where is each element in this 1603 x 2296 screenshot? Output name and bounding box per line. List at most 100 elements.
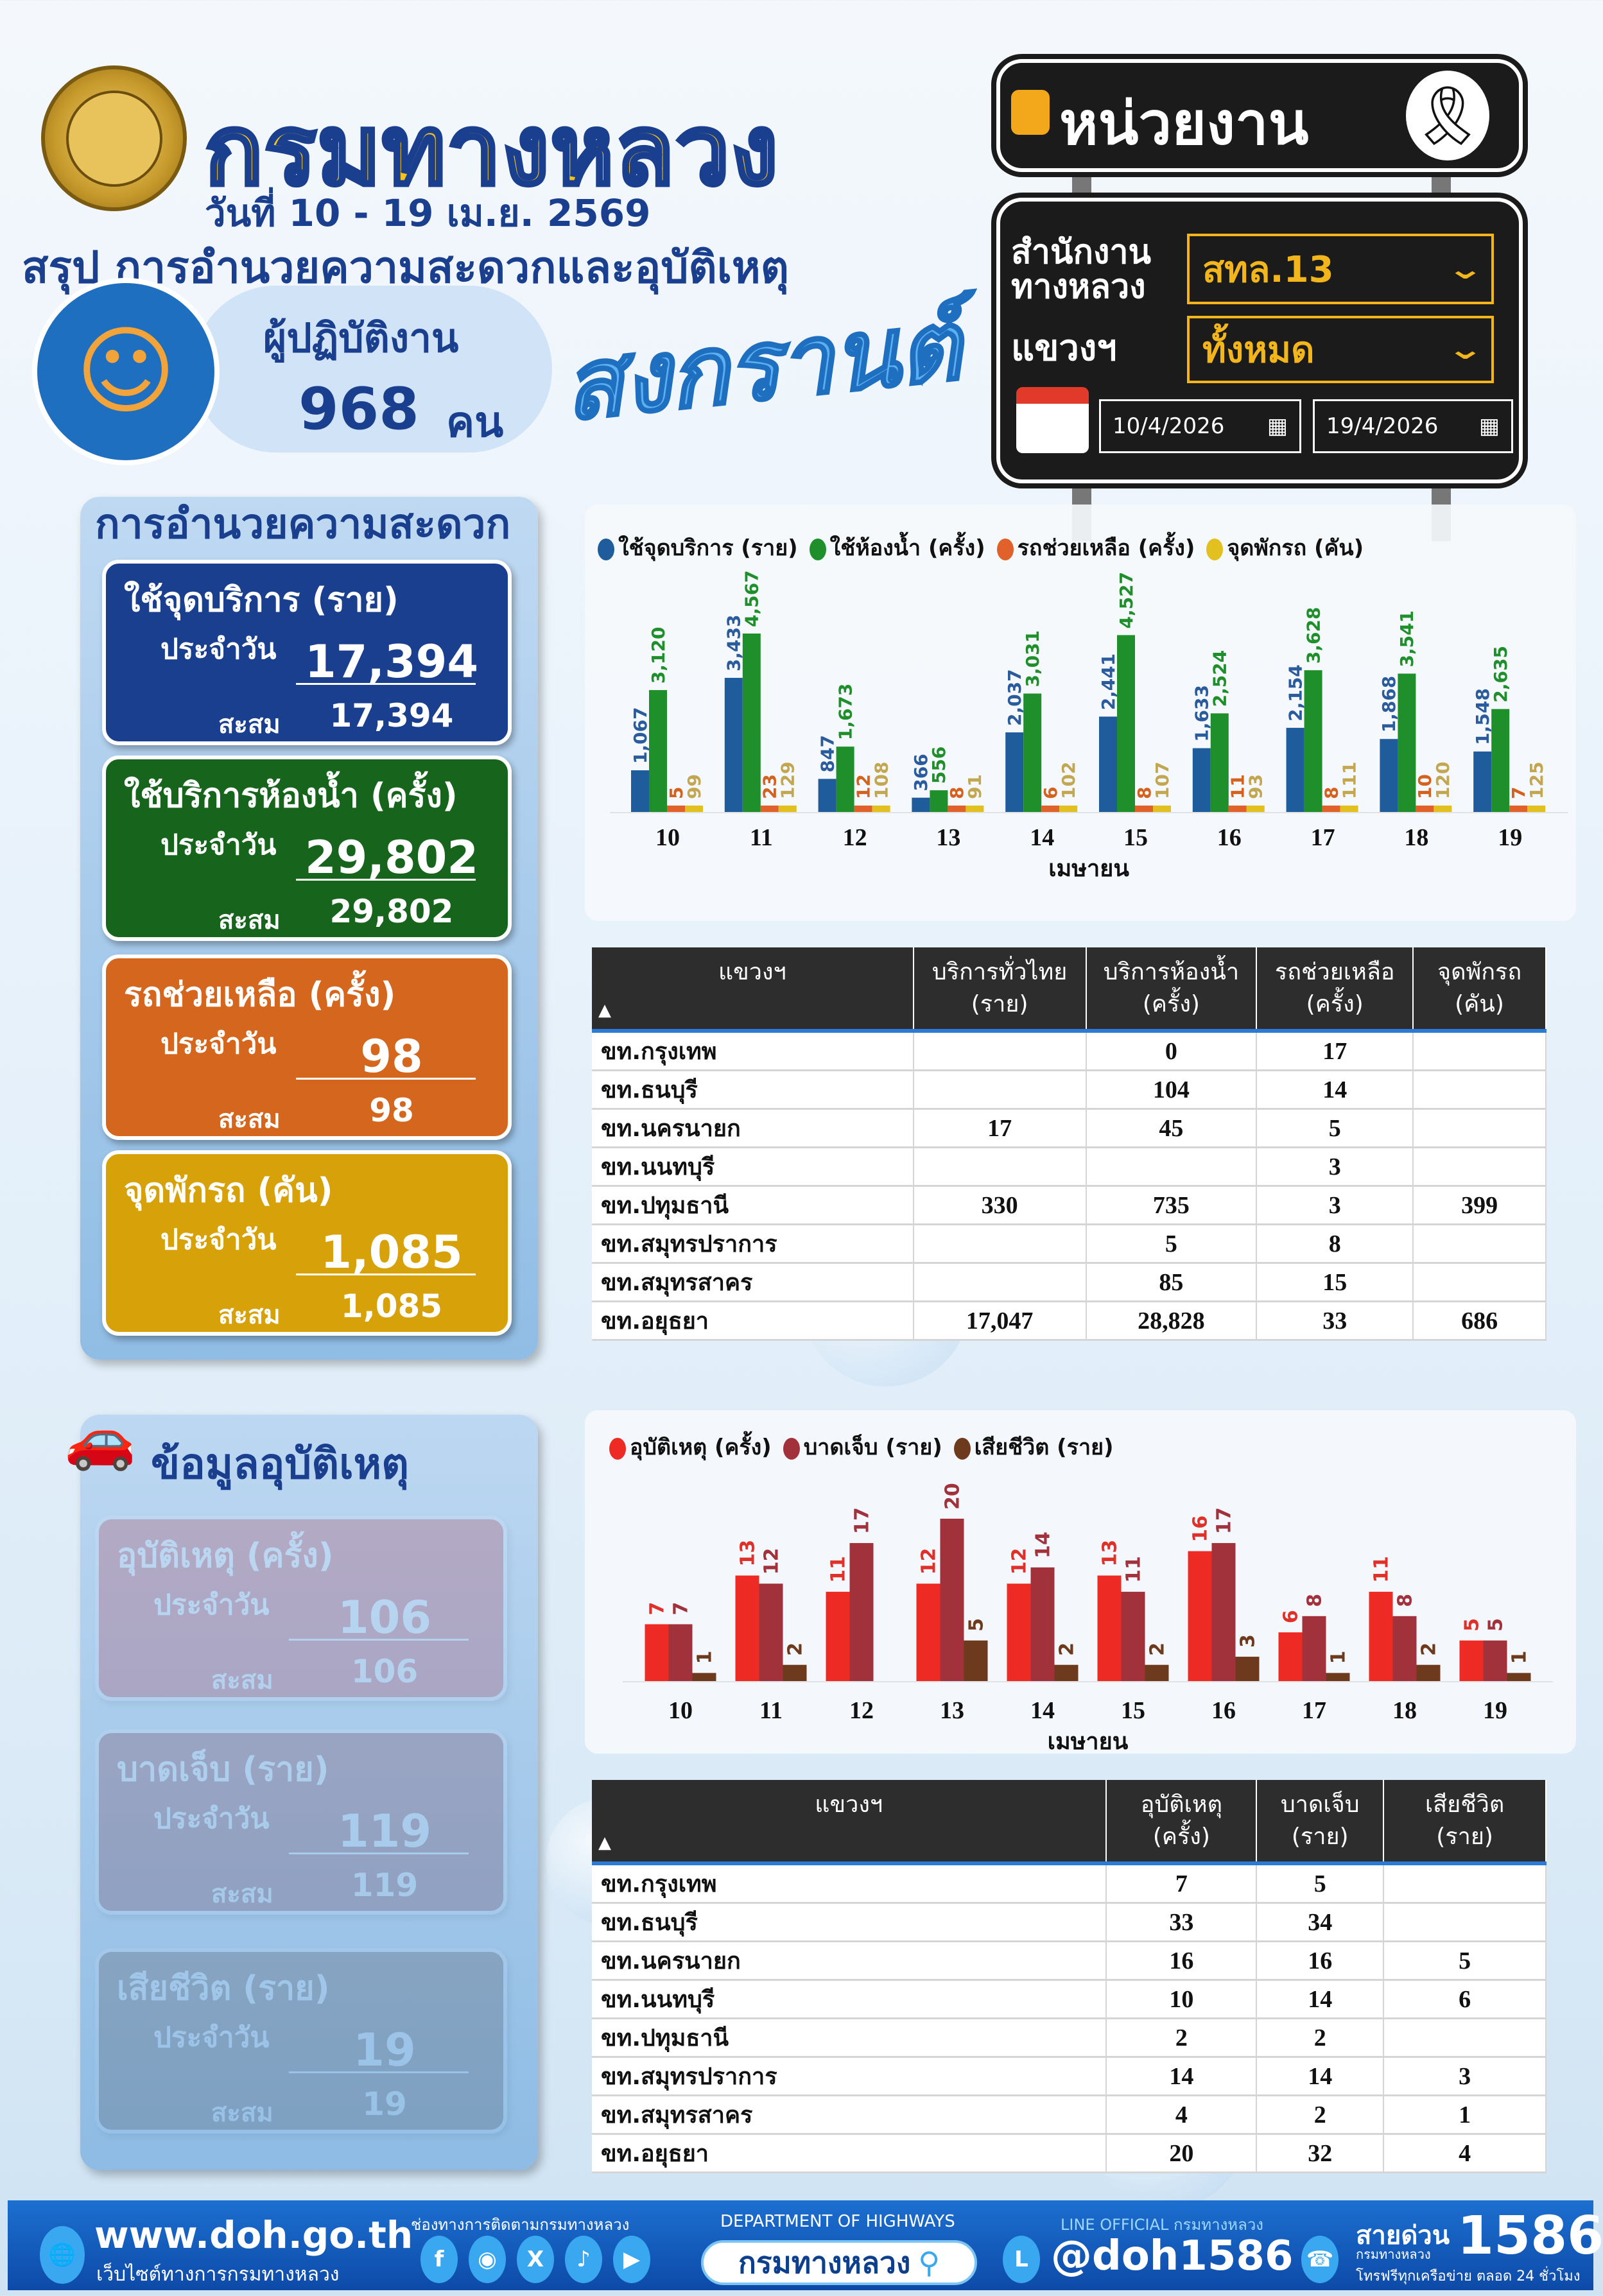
bar [1054,1664,1079,1681]
bar [930,790,948,812]
data-label: 1 [1509,1650,1531,1664]
crash-car-icon: 🚗 [64,1406,137,1473]
bar [1211,1542,1236,1681]
date-from-value: 10/4/2026 [1113,413,1225,439]
line-id[interactable]: @doh1586 [1051,2232,1294,2280]
table-cell: 33 [1256,1301,1414,1341]
office-dropdown-value: สทล.13 [1202,248,1334,291]
bar [1228,806,1247,812]
staff-unit: คน [446,397,504,447]
x-icon[interactable]: X [517,2236,554,2283]
tiktok-icon[interactable]: ♪ [565,2236,602,2283]
bar [948,806,966,812]
data-label: 17 [851,1507,874,1534]
table-cell: 16 [1106,1941,1258,1981]
table-cell [1413,1263,1547,1302]
data-label: 3,628 [1303,607,1324,664]
youtube-icon[interactable]: ▶ [613,2236,650,2283]
bar [966,806,984,812]
legend-item: บาดเจ็บ (ราย) [783,1429,942,1464]
district-dropdown[interactable]: ทั้งหมด ⌄ [1187,316,1494,383]
table-row: ขท.ปทุมธานี 2 2 [592,2018,1547,2058]
data-label: 1,067 [630,707,651,764]
staff-label: ผู้ปฏิบัติงาน [263,315,459,361]
column-header[interactable]: จุดพักรถ (คัน) [1413,947,1547,1033]
instagram-icon[interactable]: ◉ [469,2236,506,2283]
table-cell: 20 [1106,2134,1258,2173]
column-header-unit: (ราย) [1436,1824,1493,1850]
table-cell [1413,1109,1547,1148]
data-label: 23 [759,774,781,799]
bar [742,634,761,812]
column-header[interactable]: บริการทั่วไทย (ราย) [913,947,1087,1033]
daily-value: 29,802 [304,831,479,884]
table-cell [913,1147,1087,1187]
legend-dot-icon [996,538,1014,560]
bar [1434,806,1452,812]
column-header[interactable]: แขวงฯ ▲ [592,947,914,1033]
table-cell: 14 [1256,1980,1385,2019]
column-header-label: จุดพักรถ [1437,959,1522,985]
x-tick-label: 10 [655,824,680,851]
district-name: ขท.นครนายก [592,1109,914,1148]
table-cell [913,1263,1087,1302]
card-title: จุดพักรถ (คัน) [124,1171,333,1210]
column-header[interactable]: บาดเจ็บ (ราย) [1256,1780,1385,1865]
column-header-label: รถช่วยเหลือ [1274,959,1395,985]
service-table: แขวงฯ ▲ บริการทั่วไทย (ราย) บริการห้องน้ำ (คร… [592,947,1547,1341]
column-header-unit: (คัน) [1455,991,1504,1017]
data-label: 2,154 [1285,664,1306,721]
data-label: 12 [1009,1548,1031,1575]
bar [1097,1575,1122,1681]
data-label: 1,673 [835,684,856,741]
data-label: 91 [964,774,985,799]
date-to-input[interactable]: 19/4/2026 ▦ [1313,399,1513,453]
legend-label: ใช้ห้องน้ำ (ครั้ง) [829,535,985,561]
data-label: 107 [1152,762,1173,799]
hotline-number[interactable]: 1586 [1457,2205,1603,2266]
column-header[interactable]: รถช่วยเหลือ (ครั้ง) [1256,947,1414,1033]
district-name: ขท.อยุธยา [592,1301,914,1341]
service-section-title: การอำนวยความสะดวก [95,501,511,548]
column-header[interactable]: อุบัติเหตุ (ครั้ง) [1106,1780,1258,1865]
table-cell: 735 [1086,1186,1258,1225]
facebook-icon[interactable]: f [420,2236,458,2283]
x-tick-label: 18 [1404,824,1428,851]
column-header[interactable]: บริการห้องน้ำ (ครั้ง) [1086,947,1258,1033]
district-name: ขท.นนทบุรี [592,1980,1107,2019]
sort-asc-icon[interactable]: ▲ [598,1001,611,1020]
column-header[interactable]: แขวงฯ ▲ [592,1780,1107,1865]
legend-item: ใช้จุดบริการ (ราย) [598,530,798,565]
x-tick-label: 12 [849,1697,874,1724]
table-cell: 399 [1413,1186,1547,1225]
table-cell: 33 [1106,1903,1258,1942]
search-box[interactable]: กรมทางหลวง ⚲ [701,2240,977,2285]
worker-icon: ☺ [32,278,220,465]
legend-item: เสียชีวิต (ราย) [953,1429,1114,1464]
bar [1117,635,1135,812]
date-from-input[interactable]: 10/4/2026 ▦ [1099,399,1301,453]
legend-item: ใช้ห้องน้ำ (ครั้ง) [809,530,985,565]
staff-count: 968 [299,375,419,443]
sort-asc-icon[interactable]: ▲ [598,1833,611,1852]
table-row: ขท.อยุธยา 20 32 4 [592,2134,1547,2173]
column-header-label: บริการทั่วไทย [931,959,1068,985]
office-dropdown[interactable]: สทล.13 ⌄ [1187,234,1494,304]
cumulative-label: สะสม [218,710,281,739]
website-link[interactable]: www.doh.go.th [94,2213,413,2257]
data-label: 3,031 [1022,630,1043,687]
data-label: 2 [1056,1643,1079,1656]
bar [1007,1584,1031,1681]
data-label: 7 [670,1602,693,1616]
district-name: ขท.ปทุมธานี [592,1186,914,1225]
data-label: 6 [1280,1610,1303,1623]
data-label: 99 [684,774,705,799]
column-header[interactable]: เสียชีวิต (ราย) [1383,1780,1547,1865]
table-header-row: แขวงฯ ▲ บริการทั่วไทย (ราย) บริการห้องน้ำ (คร… [592,947,1547,1033]
column-header-label: แขวงฯ [815,1791,883,1818]
office-label-line2: ทางหลวง [1011,268,1146,306]
x-tick-label: 16 [1211,1697,1236,1724]
x-tick-label: 17 [1311,824,1335,851]
table-cell [1413,1070,1547,1110]
bar [854,806,872,812]
